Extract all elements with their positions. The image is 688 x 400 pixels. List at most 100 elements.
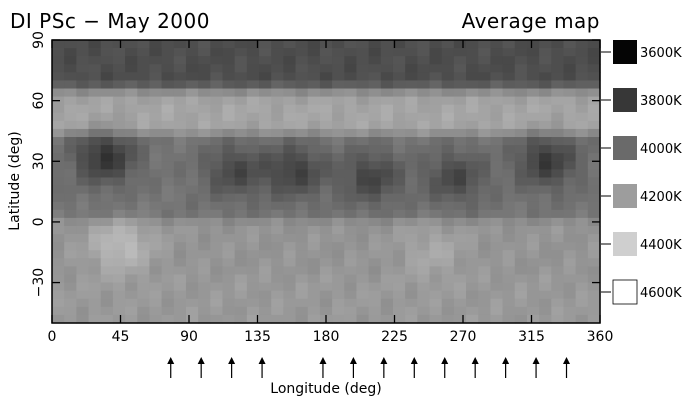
map-cell (417, 128, 431, 138)
map-cell (539, 242, 552, 251)
map-cell (283, 80, 297, 90)
map-cell (356, 145, 370, 154)
map-cell (210, 274, 224, 284)
map-cell (173, 258, 187, 267)
map-cell (441, 161, 455, 170)
map-cell (587, 128, 601, 138)
map-cell (173, 306, 187, 316)
map-cell (271, 290, 284, 300)
map-cell (575, 193, 589, 203)
map-cell (392, 96, 406, 106)
map-cell (380, 242, 394, 251)
map-cell (222, 161, 236, 170)
map-cell (344, 104, 358, 114)
map-cell (161, 290, 175, 300)
map-cell (112, 266, 126, 276)
map-cell (125, 185, 138, 195)
map-cell (173, 112, 187, 122)
map-cell (295, 104, 309, 114)
map-cell (52, 185, 65, 195)
map-cell (64, 177, 77, 187)
map-cell (161, 169, 175, 179)
map-cell (380, 112, 394, 122)
map-cell (441, 40, 455, 49)
map-cell (466, 306, 479, 316)
map-cell (526, 290, 540, 300)
map-cell (417, 104, 431, 114)
map-cell (514, 282, 528, 292)
map-cell (587, 88, 601, 98)
map-cell (295, 193, 309, 203)
map-cell (514, 72, 528, 82)
map-cell (563, 209, 577, 219)
map-cell (210, 80, 224, 90)
map-cell (246, 120, 260, 130)
map-cell (332, 298, 345, 308)
map-cell (259, 145, 272, 154)
map-cell (222, 128, 236, 138)
map-cell (112, 250, 126, 259)
map-cell (405, 282, 418, 292)
map-cell (295, 161, 309, 170)
map-cell (539, 201, 552, 211)
map-cell (453, 153, 467, 162)
map-cell (271, 242, 284, 251)
map-cell (100, 169, 114, 179)
map-cell (210, 234, 224, 243)
map-cell (52, 201, 65, 211)
map-cell (64, 314, 77, 324)
map-cell (441, 314, 455, 324)
map-cell (210, 282, 224, 292)
map-cell (173, 242, 187, 251)
map-cell (526, 177, 540, 187)
map-cell (137, 266, 151, 276)
map-cell (319, 274, 333, 284)
map-cell (222, 177, 236, 187)
map-cell (441, 290, 455, 300)
map-cell (587, 234, 601, 243)
map-cell (478, 290, 491, 300)
x-axis: 0 45 90 135 180 225 270 315 360 (48, 40, 613, 345)
x-tick-label: 135 (244, 329, 271, 345)
map-cell (526, 169, 540, 179)
map-cell (380, 104, 394, 114)
map-cell (575, 88, 589, 98)
map-cell (380, 201, 394, 211)
map-cell (222, 72, 236, 82)
map-cell (149, 64, 163, 73)
map-cell (222, 80, 236, 90)
map-cell (356, 258, 370, 267)
map-cell (271, 306, 284, 316)
map-cell (149, 185, 163, 195)
map-cell (52, 274, 65, 284)
map-cell (466, 169, 479, 179)
map-cell (478, 161, 491, 170)
map-cell (539, 250, 552, 259)
map-cell (100, 282, 114, 292)
map-cell (356, 250, 370, 259)
map-cell (563, 48, 577, 57)
map-cell (185, 72, 199, 82)
map-cell (88, 225, 102, 235)
map-cell (88, 88, 102, 98)
map-cell (259, 112, 272, 122)
map-cell (185, 104, 199, 114)
map-cell (539, 217, 552, 227)
map-cell (319, 266, 333, 276)
map-cell (271, 161, 284, 170)
map-cell (161, 80, 175, 90)
map-cell (429, 48, 443, 57)
map-cell (88, 161, 102, 170)
map-cell (125, 209, 138, 219)
map-cell (490, 161, 504, 170)
map-cell (526, 72, 540, 82)
map-cell (392, 201, 406, 211)
map-cell (575, 274, 589, 284)
map-cell (392, 128, 406, 138)
map-cell (222, 266, 236, 276)
map-cell (52, 104, 65, 114)
map-cell (502, 250, 516, 259)
map-cell (490, 282, 504, 292)
map-cell (149, 96, 163, 106)
map-cell (392, 266, 406, 276)
